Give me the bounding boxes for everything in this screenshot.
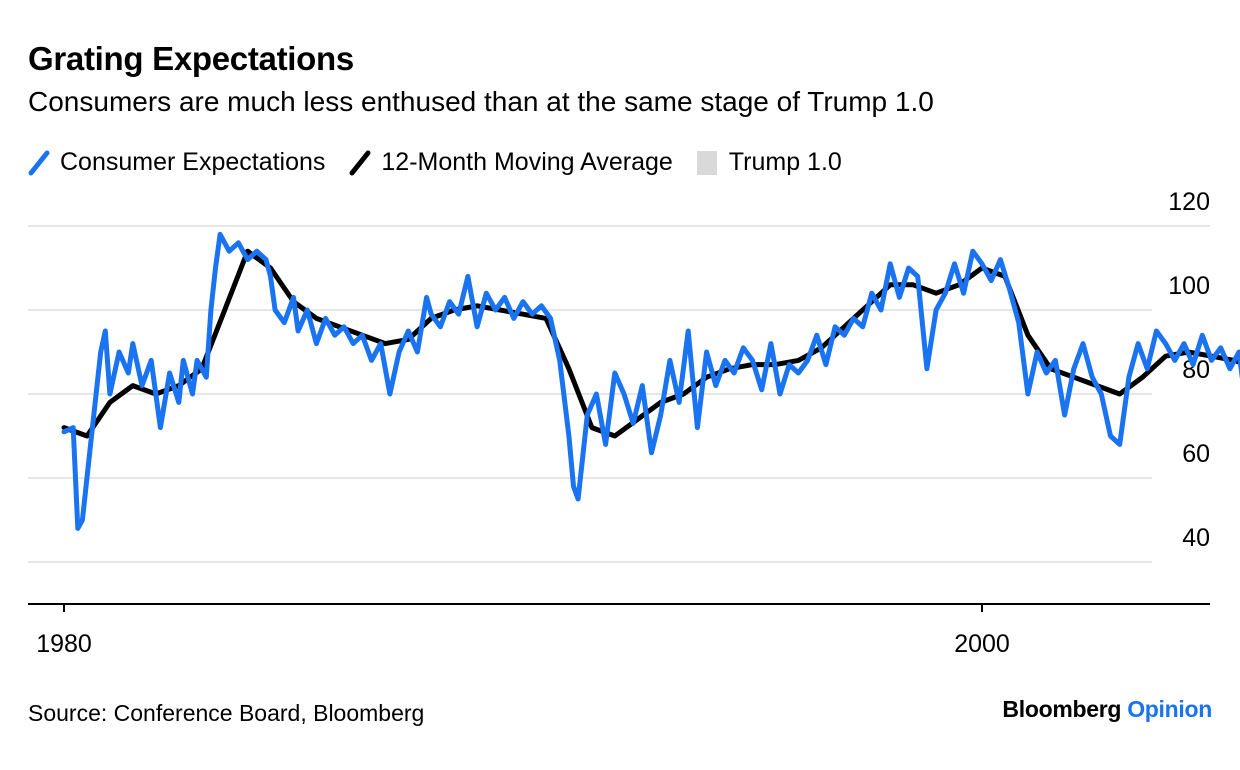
legend-label-moving-average: 12-Month Moving Average [381,148,673,176]
y-tick-label: 60 [1182,440,1210,468]
x-tick-label: 1980 [36,630,92,658]
chart-subtitle: Consumers are much less enthused than at… [28,86,934,117]
legend-swatch-expectations [28,150,50,175]
legend: Consumer Expectations 12-Month Moving Av… [28,148,866,177]
x-tick-label: 2000 [954,630,1010,658]
y-tick-label: 120 [1168,188,1210,216]
legend-item-moving-average: 12-Month Moving Average [349,148,673,177]
legend-label-expectations: Consumer Expectations [60,148,326,176]
brand-main: Bloomberg [1002,696,1122,722]
y-tick-label: 100 [1168,272,1210,300]
legend-item-expectations: Consumer Expectations [28,148,325,177]
y-tick-label: 40 [1182,524,1210,552]
source-note: Source: Conference Board, Bloomberg [28,700,425,726]
legend-swatch-moving-average [349,150,371,175]
legend-swatch-trump [696,150,717,175]
series-line-consumer-expectations [61,231,1240,531]
legend-label-trump: Trump 1.0 [728,148,842,176]
chart-title: Grating Expectations [28,40,354,77]
brand-accent: Opinion [1127,696,1212,722]
brand-logo: Bloomberg Opinion [1002,696,1212,723]
legend-item-trump: Trump 1.0 [696,148,842,177]
